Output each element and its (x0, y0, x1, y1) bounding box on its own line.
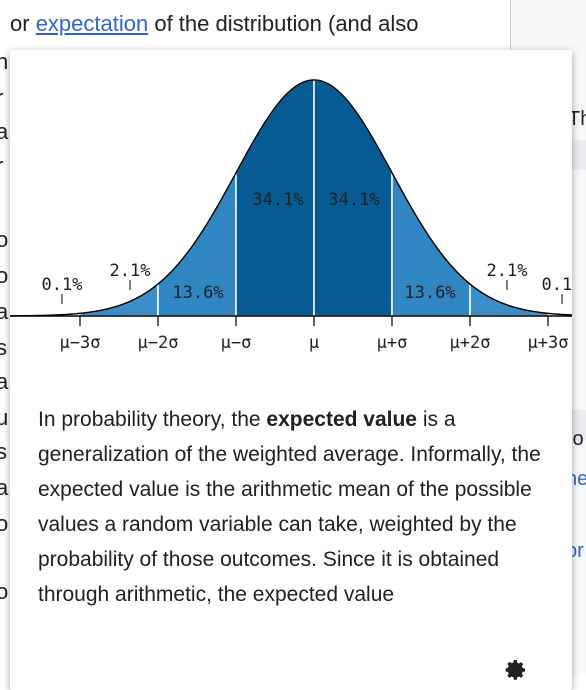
article-text-fragment: s (0, 439, 7, 464)
article-text-fragment: a (0, 299, 9, 324)
x-tick-label: μ−σ (221, 333, 252, 353)
region-percent-label: 34.1% (328, 190, 379, 210)
region-percent-label: 0.1% (42, 275, 83, 295)
x-tick-label: μ−2σ (138, 333, 179, 353)
extract-bold-term: expected value (266, 408, 417, 431)
region-percent-label: 0.1% (542, 275, 572, 295)
region-percent-label: 2.1% (487, 261, 528, 281)
article-text-fragment: o (0, 227, 9, 252)
extract-text-2: is a generalization of the weighted aver… (38, 408, 541, 606)
article-text-fragment: a (0, 475, 9, 500)
x-tick-label: μ−3σ (60, 333, 101, 353)
region-percent-label: 13.6% (172, 283, 223, 303)
x-tick-label: μ+3σ (528, 333, 569, 353)
article-intro-line: or expectation of the distribution (and … (10, 10, 419, 38)
preview-extract: In probability theory, the expected valu… (38, 402, 543, 612)
infobox-text-fragment: Th (568, 108, 586, 130)
article-text-fragment: s (0, 335, 7, 360)
infobox-shade-2 (570, 410, 586, 440)
article-text-fragment: o (0, 511, 9, 536)
gear-icon[interactable] (504, 658, 528, 682)
extract-fade (10, 610, 572, 650)
article-text-fragment: r (0, 154, 3, 178)
x-tick-label: μ+2σ (450, 333, 491, 353)
article-text-fragment: r (0, 86, 3, 110)
article-text-fragment: a (0, 369, 9, 394)
article-text-fragment: a (0, 119, 9, 144)
normal-distribution-chart: μ−3σ μ−2σ μ−σ μ μ+σ μ+2σ μ+3σ 0.1% 2.1% 13.6% 34.1… (10, 79, 572, 353)
article-text-fragment: o (0, 263, 9, 288)
infobox-shade (570, 140, 586, 170)
article-text-fragment: u (0, 405, 9, 430)
region-percent-label: 2.1% (110, 261, 151, 281)
intro-after: of the distribution (and also (148, 11, 419, 36)
article-text-fragment: o (0, 579, 9, 604)
region-percent-label: 13.6% (404, 283, 455, 303)
expectation-link[interactable]: expectation (35, 11, 149, 36)
x-tick-label: μ+σ (377, 333, 408, 353)
intro-before: or (10, 11, 36, 36)
region-percent-label: 34.1% (252, 190, 303, 210)
x-tick-label: μ (309, 333, 319, 353)
page-preview-popup[interactable]: μ−3σ μ−2σ μ−σ μ μ+σ μ+2σ μ+3σ 0.1% 2.1% 13.6% 34.1… (10, 50, 572, 690)
extract-text-1: In probability theory, the (38, 408, 267, 431)
density-curve (10, 79, 572, 317)
article-text-fragment: h (0, 49, 9, 74)
